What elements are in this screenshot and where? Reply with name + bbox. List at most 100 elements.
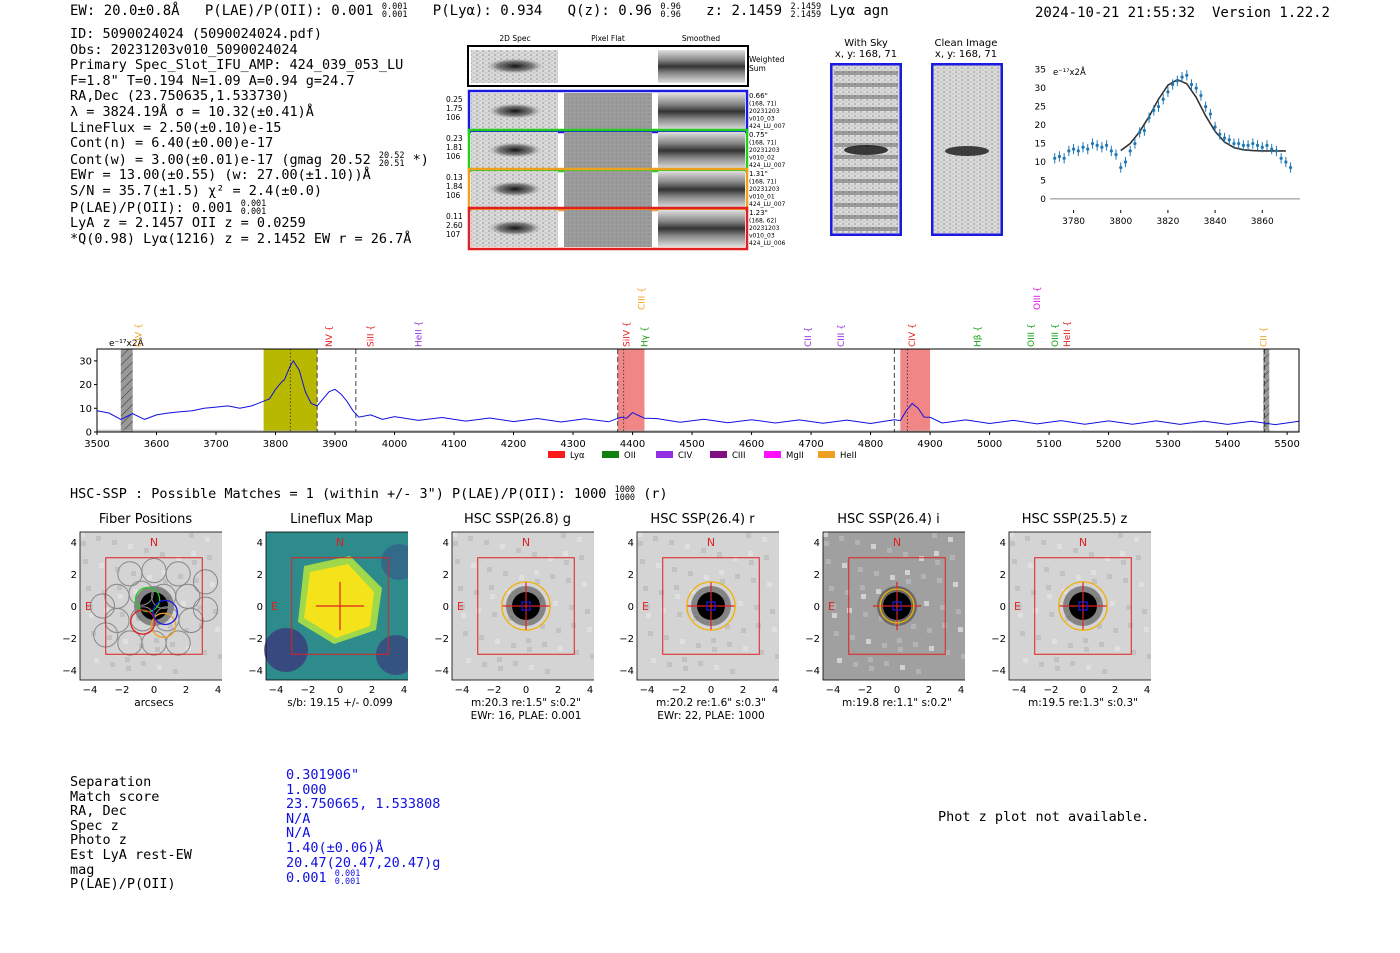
match-label: Separation: [70, 774, 152, 790]
fit-data-point: [1175, 79, 1179, 83]
spectrum-region: [617, 349, 645, 432]
spectral-line-label: OIII {: [1033, 286, 1043, 310]
image-noise: [874, 571, 879, 576]
image-noise: [1047, 594, 1052, 599]
clean-image: [931, 63, 1003, 236]
match-value: N/A: [286, 810, 311, 827]
image-noise: [1015, 586, 1020, 591]
cutout-smoothed: [658, 93, 745, 130]
fit-data-point: [1213, 125, 1217, 129]
panel-xtick-label: −4: [1012, 685, 1027, 696]
weighted-sum-row: Weighted Sum: [467, 45, 785, 87]
panel-xtick-label: 2: [926, 685, 932, 696]
image-noise: [474, 590, 479, 595]
cutout-row-meta: 424_LU_007: [749, 162, 786, 169]
fit-data-point: [1180, 75, 1184, 79]
image-noise: [659, 590, 664, 595]
compass-east: E: [271, 600, 278, 613]
cutout-row-meta: 0.66": [749, 92, 768, 100]
fit-data-point: [1237, 141, 1241, 146]
cutout-smoothed: [658, 210, 745, 247]
panel-xtick-label: 0: [894, 685, 900, 696]
image-noise: [1057, 544, 1062, 549]
image-noise: [569, 605, 574, 610]
panel-ytick-label: 4: [443, 538, 449, 549]
lineflux-dark: [264, 628, 308, 672]
image-noise: [869, 666, 874, 671]
image-noise: [656, 563, 661, 568]
sky-line: [834, 131, 898, 135]
fit-data-point: [1114, 153, 1118, 157]
panel-xtick-label: 4: [401, 685, 407, 696]
image-noise: [730, 669, 735, 674]
sky-line: [834, 179, 898, 183]
cutout-row-stat: 1.84: [446, 182, 463, 191]
fit-data-point: [1246, 143, 1250, 147]
search-box: [662, 557, 760, 655]
panel-title: Lineflux Map: [290, 512, 373, 527]
cutout-row-stat: 0.25: [446, 95, 463, 104]
fiber-circle: [192, 596, 219, 622]
fit-data-point: [1071, 147, 1076, 151]
fit-data-point: [1062, 156, 1066, 160]
spectral-line-label: CIII {: [837, 324, 847, 347]
image-noise: [696, 643, 701, 648]
image-noise: [577, 537, 582, 542]
panel-ytick-label: −4: [62, 666, 77, 677]
image-noise: [117, 585, 122, 590]
panel-ytick-label: 0: [443, 602, 449, 613]
fit-data-point: [1270, 147, 1274, 151]
panel-ytick-label: 2: [1000, 570, 1006, 581]
fit-data-point: [1222, 136, 1227, 140]
image-noise: [1070, 661, 1075, 666]
cutout-row-meta: v010_03: [749, 116, 775, 123]
cutout-row-stat: 0.13: [446, 173, 463, 182]
spec-xtick-label: 4800: [858, 439, 883, 450]
cutout-row-meta: v010_02: [749, 155, 775, 162]
image-noise: [932, 533, 937, 538]
compass-east: E: [642, 600, 649, 613]
image-noise: [1144, 627, 1149, 632]
image-noise: [824, 541, 829, 546]
image-noise: [535, 579, 540, 584]
image-noise: [831, 604, 836, 609]
image-noise: [711, 638, 716, 643]
image-noise: [733, 556, 738, 561]
panel-ytick-label: 4: [628, 538, 634, 549]
fit-data-point: [1156, 105, 1161, 109]
image-noise: [120, 612, 125, 617]
image-noise: [937, 578, 942, 583]
panel-xtick-label: −4: [269, 685, 284, 696]
image-noise: [637, 532, 642, 537]
spec-unit-label: e⁻¹⁷x2Å: [109, 337, 145, 349]
fit-data-point: [1251, 141, 1255, 146]
cutout-row-meta: 20231203: [749, 108, 780, 115]
image-noise: [643, 586, 648, 591]
fit-data-point: [1199, 93, 1203, 98]
image-noise: [898, 647, 903, 652]
image-noise: [1012, 559, 1017, 564]
panel-xtick-label: −4: [640, 685, 655, 696]
image-noise: [638, 541, 643, 546]
panel-xtick-label: 2: [369, 685, 375, 696]
fit-data-point: [1147, 116, 1151, 120]
detection-info: ID: 5090024024 (5090024024.pdf) Obs: 202…: [70, 26, 429, 247]
panel-frame: [79, 531, 222, 681]
spectral-line-label: CII {: [1259, 327, 1269, 347]
spec-xtick-label: 4700: [798, 439, 823, 450]
image-noise: [548, 556, 553, 561]
panel-ytick-label: 0: [1000, 602, 1006, 613]
panel-title: Fiber Positions: [98, 512, 193, 527]
image-noise: [756, 623, 761, 628]
fiber-circle: [165, 630, 191, 656]
info-line: LyA z = 2.1457 OII z = 0.0259: [70, 215, 306, 232]
panel-xtick-label: 0: [708, 685, 714, 696]
panel-title: HSC SSP(26.8) g: [463, 512, 572, 527]
search-box: [105, 557, 203, 655]
image-noise: [110, 662, 115, 667]
panel-ytick-label: 2: [257, 570, 263, 581]
image-noise: [497, 657, 502, 662]
lineflux-core: [304, 564, 374, 638]
